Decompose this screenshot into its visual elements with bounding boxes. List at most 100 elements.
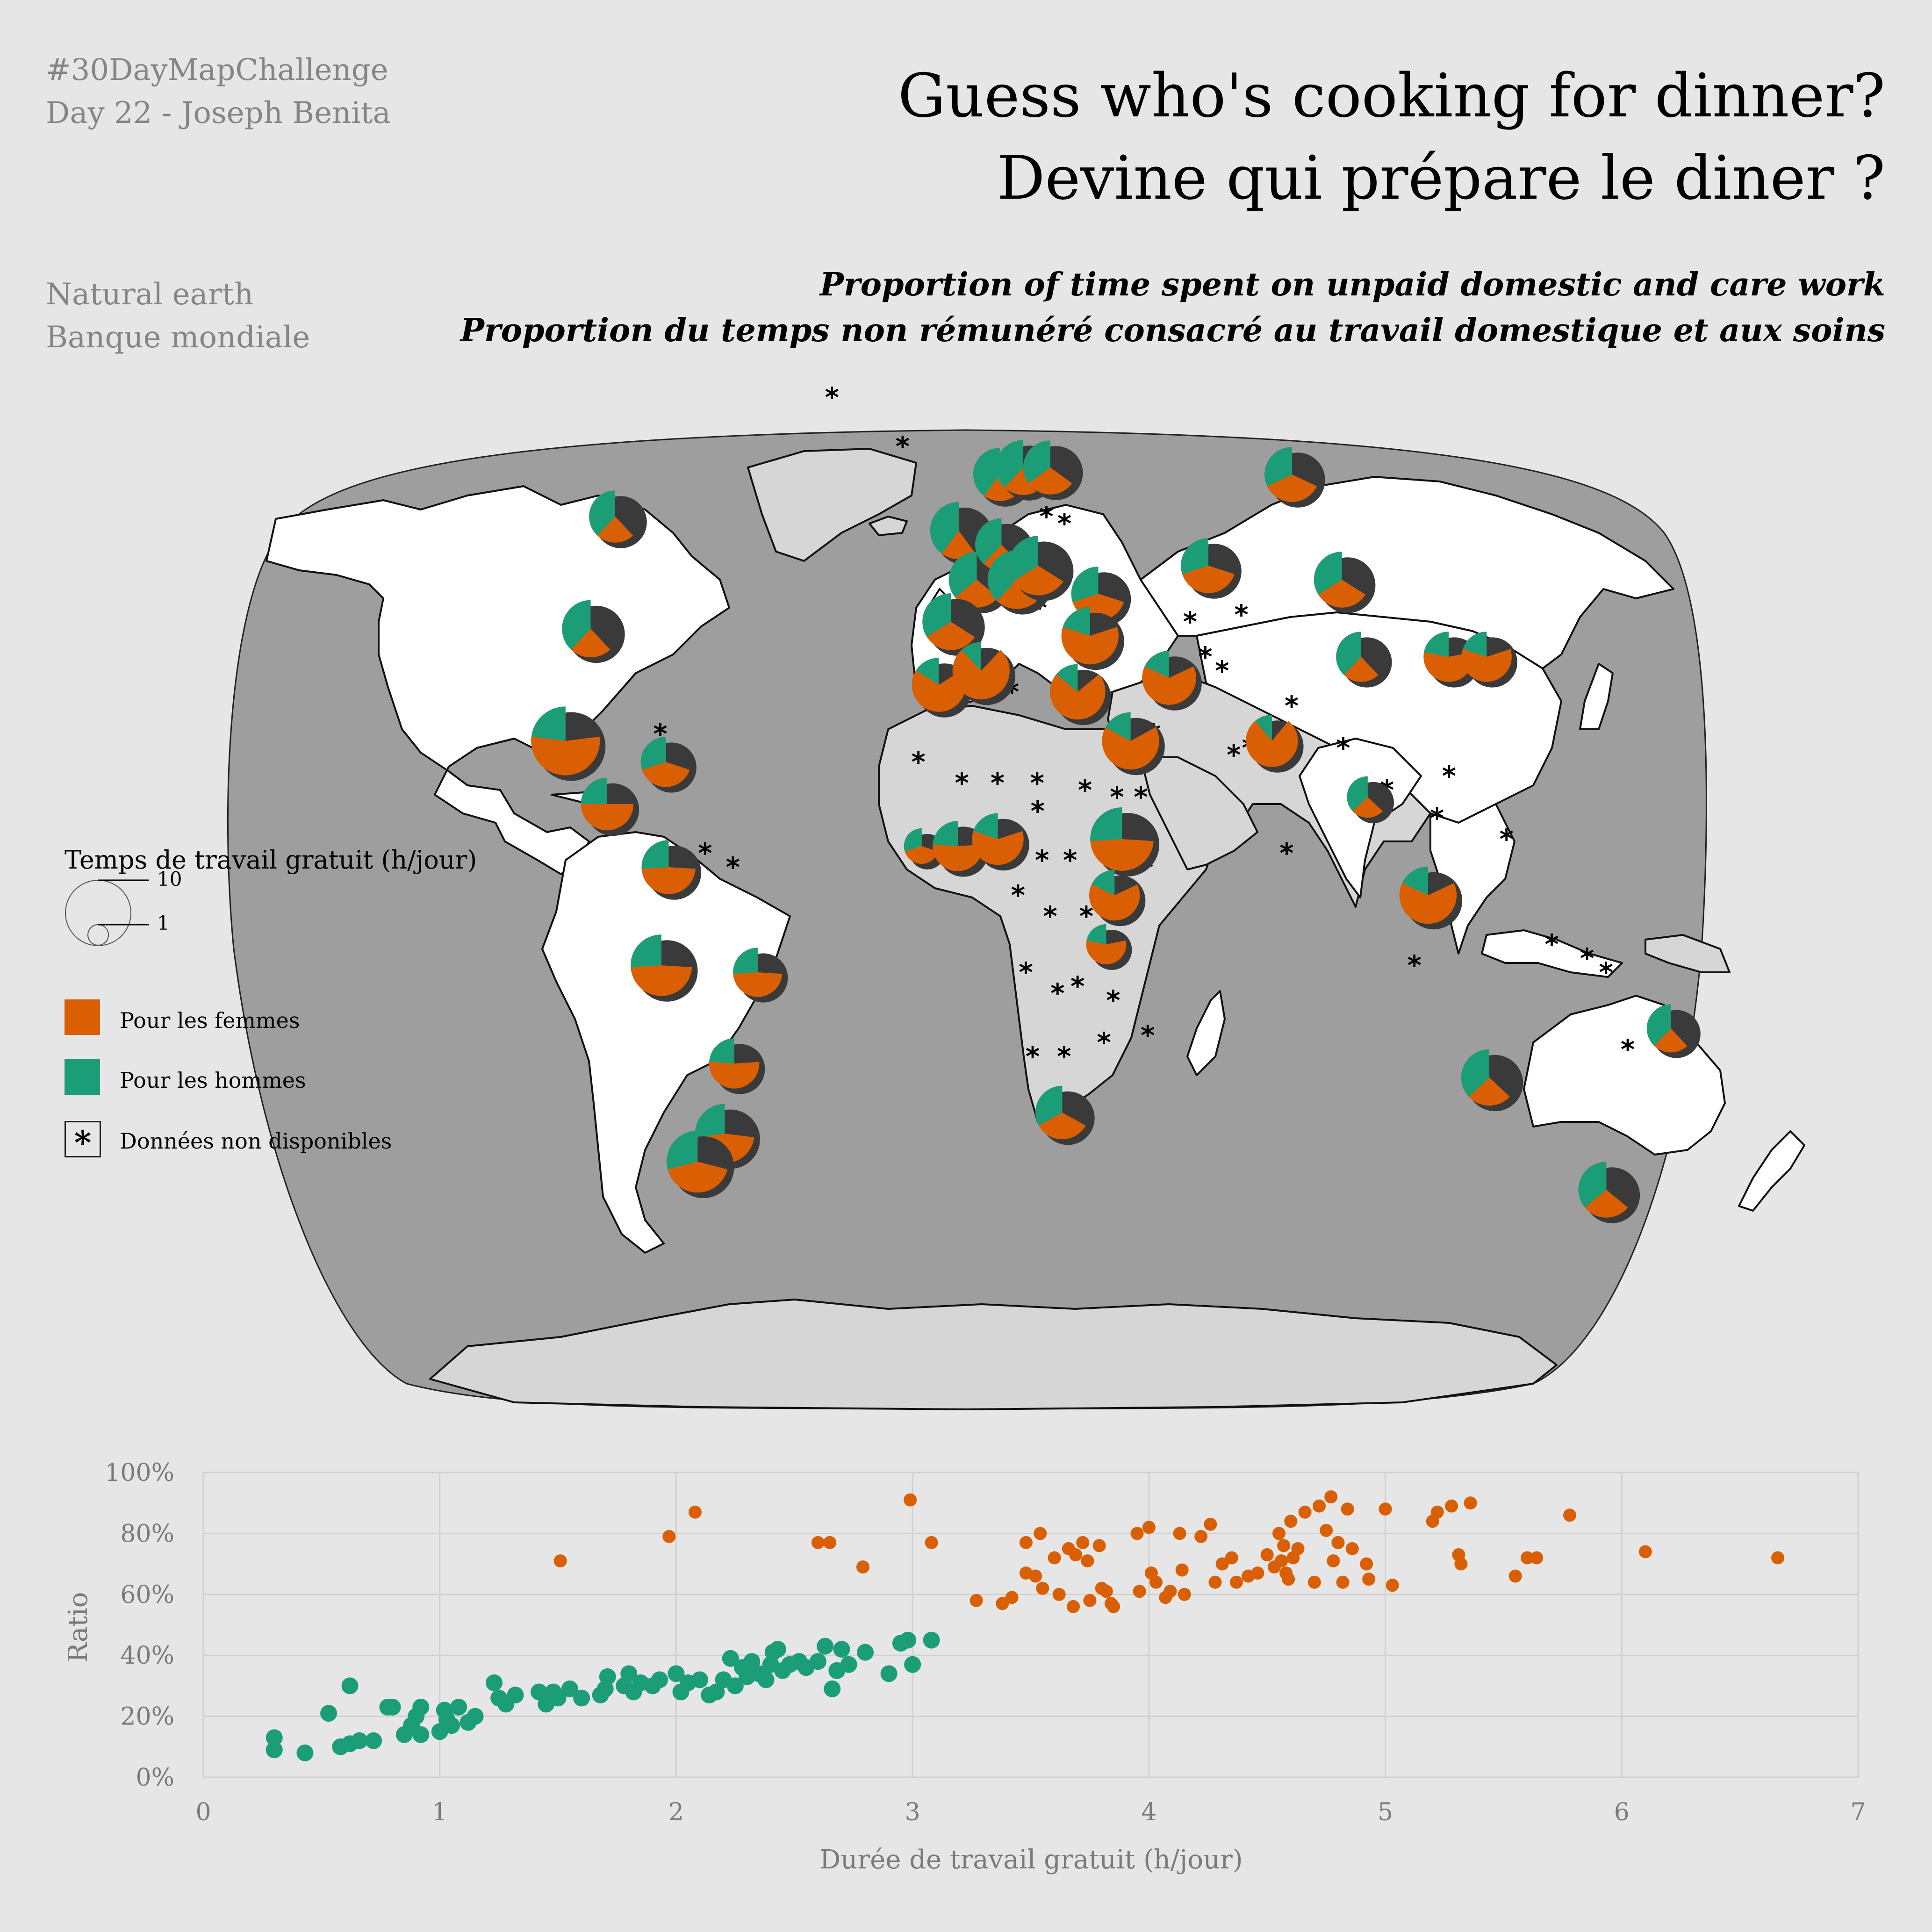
scatter-point xyxy=(266,1741,283,1759)
antarctica xyxy=(429,1299,1558,1410)
country-pie xyxy=(1336,632,1392,688)
scatter-point xyxy=(531,1683,548,1701)
country-pie xyxy=(912,658,972,718)
scatter-point xyxy=(507,1686,524,1703)
country-pie xyxy=(631,934,698,1002)
scatter-point xyxy=(620,1665,638,1682)
pie-slice-men xyxy=(916,658,939,685)
pie-slice-men xyxy=(695,1104,725,1137)
y-axis-ticks: 0% 20% 40% 60% 80% 100% xyxy=(105,1459,174,1792)
scatter-point xyxy=(266,1729,283,1746)
scatter-point xyxy=(561,1680,578,1697)
scatter-point xyxy=(1360,1557,1373,1571)
pie-slice-men xyxy=(1092,869,1115,895)
scatter-point xyxy=(1175,1563,1189,1577)
pie-slice-men xyxy=(1424,632,1449,657)
pie-slice-men xyxy=(1646,1004,1671,1046)
scatter-point xyxy=(486,1674,503,1691)
scatter-point xyxy=(1430,1505,1444,1519)
scatter-point xyxy=(1069,1548,1083,1562)
pie-slice-men xyxy=(930,502,959,554)
scatter-point xyxy=(1272,1527,1286,1540)
no-data-asterisk: * xyxy=(1030,767,1044,799)
page-title: Guess who's cooking for dinner? Devine q… xyxy=(898,55,1885,220)
new-guinea xyxy=(1645,934,1731,973)
chart-points xyxy=(266,1490,1785,1761)
country-pie-charts xyxy=(531,440,1701,1223)
country-pie xyxy=(972,813,1029,871)
country-pie xyxy=(531,706,606,781)
scatter-point xyxy=(1341,1502,1354,1516)
country-pie xyxy=(667,1130,734,1199)
country-pie xyxy=(952,642,1015,705)
title-french: Devine qui prépare le diner ? xyxy=(997,144,1885,213)
no-data-asterisk: * xyxy=(1227,739,1241,771)
y-tick-label: 0% xyxy=(136,1764,175,1792)
legend-men-label: Pour les hommes xyxy=(120,1068,306,1093)
country-pie xyxy=(1035,1085,1095,1145)
pie-slice-men xyxy=(1336,632,1361,675)
scatter-point xyxy=(412,1726,430,1743)
scatter-point xyxy=(553,1554,567,1568)
scatter-point xyxy=(1454,1557,1468,1571)
y-tick-label: 20% xyxy=(120,1703,174,1731)
pie-slice-men xyxy=(1347,776,1368,812)
pie-slice-men xyxy=(1071,567,1099,602)
scatter-point xyxy=(856,1560,869,1574)
no-data-asterisk: * xyxy=(1407,949,1421,981)
japan xyxy=(1579,663,1614,730)
country-pie xyxy=(1090,807,1160,876)
country-pie xyxy=(1102,712,1165,776)
scatter-point xyxy=(1379,1502,1392,1516)
scatter-chart: 0% 20% 40% 60% 80% 100% 0 1 2 3 4 5 6 7 Ratio Durée … xyxy=(63,1459,1866,1875)
legend-na-symbol: * xyxy=(65,1121,101,1162)
country-pie xyxy=(1181,538,1242,599)
scatter-point xyxy=(1291,1542,1305,1555)
country-pie xyxy=(581,777,639,836)
scatter-point xyxy=(1324,1490,1338,1504)
no-data-asterisk: * xyxy=(698,837,712,869)
subtitle-english: Proportion of time spent on unpaid domes… xyxy=(819,266,1885,303)
scatter-point xyxy=(1029,1569,1042,1583)
pie-slice-men xyxy=(1314,552,1342,595)
legend-size-small-label: 1 xyxy=(157,912,170,934)
scatter-point xyxy=(1208,1575,1222,1589)
y-tick-label: 40% xyxy=(120,1642,174,1670)
source-natural-earth: Natural earth xyxy=(46,277,254,312)
no-data-asterisk: * xyxy=(1544,928,1559,960)
scatter-point xyxy=(1052,1587,1066,1601)
no-data-asterisk: * xyxy=(1050,977,1064,1009)
country-pie xyxy=(1086,924,1132,970)
no-data-asterisk: * xyxy=(1011,879,1025,911)
scatter-point xyxy=(925,1536,938,1549)
scatter-point xyxy=(1081,1554,1094,1568)
scatter-point xyxy=(1133,1585,1146,1598)
scatter-point xyxy=(833,1641,850,1658)
scatter-point xyxy=(1320,1523,1333,1537)
pie-slice-men xyxy=(640,737,666,770)
no-data-asterisk: * xyxy=(1580,942,1594,974)
scatter-point xyxy=(1464,1496,1477,1510)
country-pie xyxy=(641,840,702,900)
indonesia xyxy=(1481,929,1623,978)
no-data-asterisk: * xyxy=(1057,1041,1071,1072)
no-data-asterisk: * xyxy=(1599,956,1613,988)
scatter-point xyxy=(1173,1527,1186,1540)
arabian-peninsula xyxy=(1140,756,1258,870)
title-english: Guess who's cooking for dinner? xyxy=(898,61,1885,131)
pie-slice-men xyxy=(1008,536,1038,582)
no-data-asterisk: * xyxy=(1442,760,1456,792)
scatter-point xyxy=(1771,1551,1785,1565)
source-world-bank: Banque mondiale xyxy=(46,320,310,355)
scatter-point xyxy=(904,1656,921,1673)
country-pie xyxy=(1246,715,1304,773)
no-data-asterisk: * xyxy=(1078,774,1092,806)
legend-na-label: Données non disponibles xyxy=(120,1128,392,1154)
pie-slice-men xyxy=(631,934,661,968)
scatter-point xyxy=(1298,1505,1312,1519)
x-tick-label: 0 xyxy=(195,1798,211,1826)
scatter-point xyxy=(1386,1579,1399,1592)
scatter-point xyxy=(1005,1591,1019,1604)
pie-slice-men xyxy=(973,813,998,839)
y-axis-label: Ratio xyxy=(63,1592,93,1663)
